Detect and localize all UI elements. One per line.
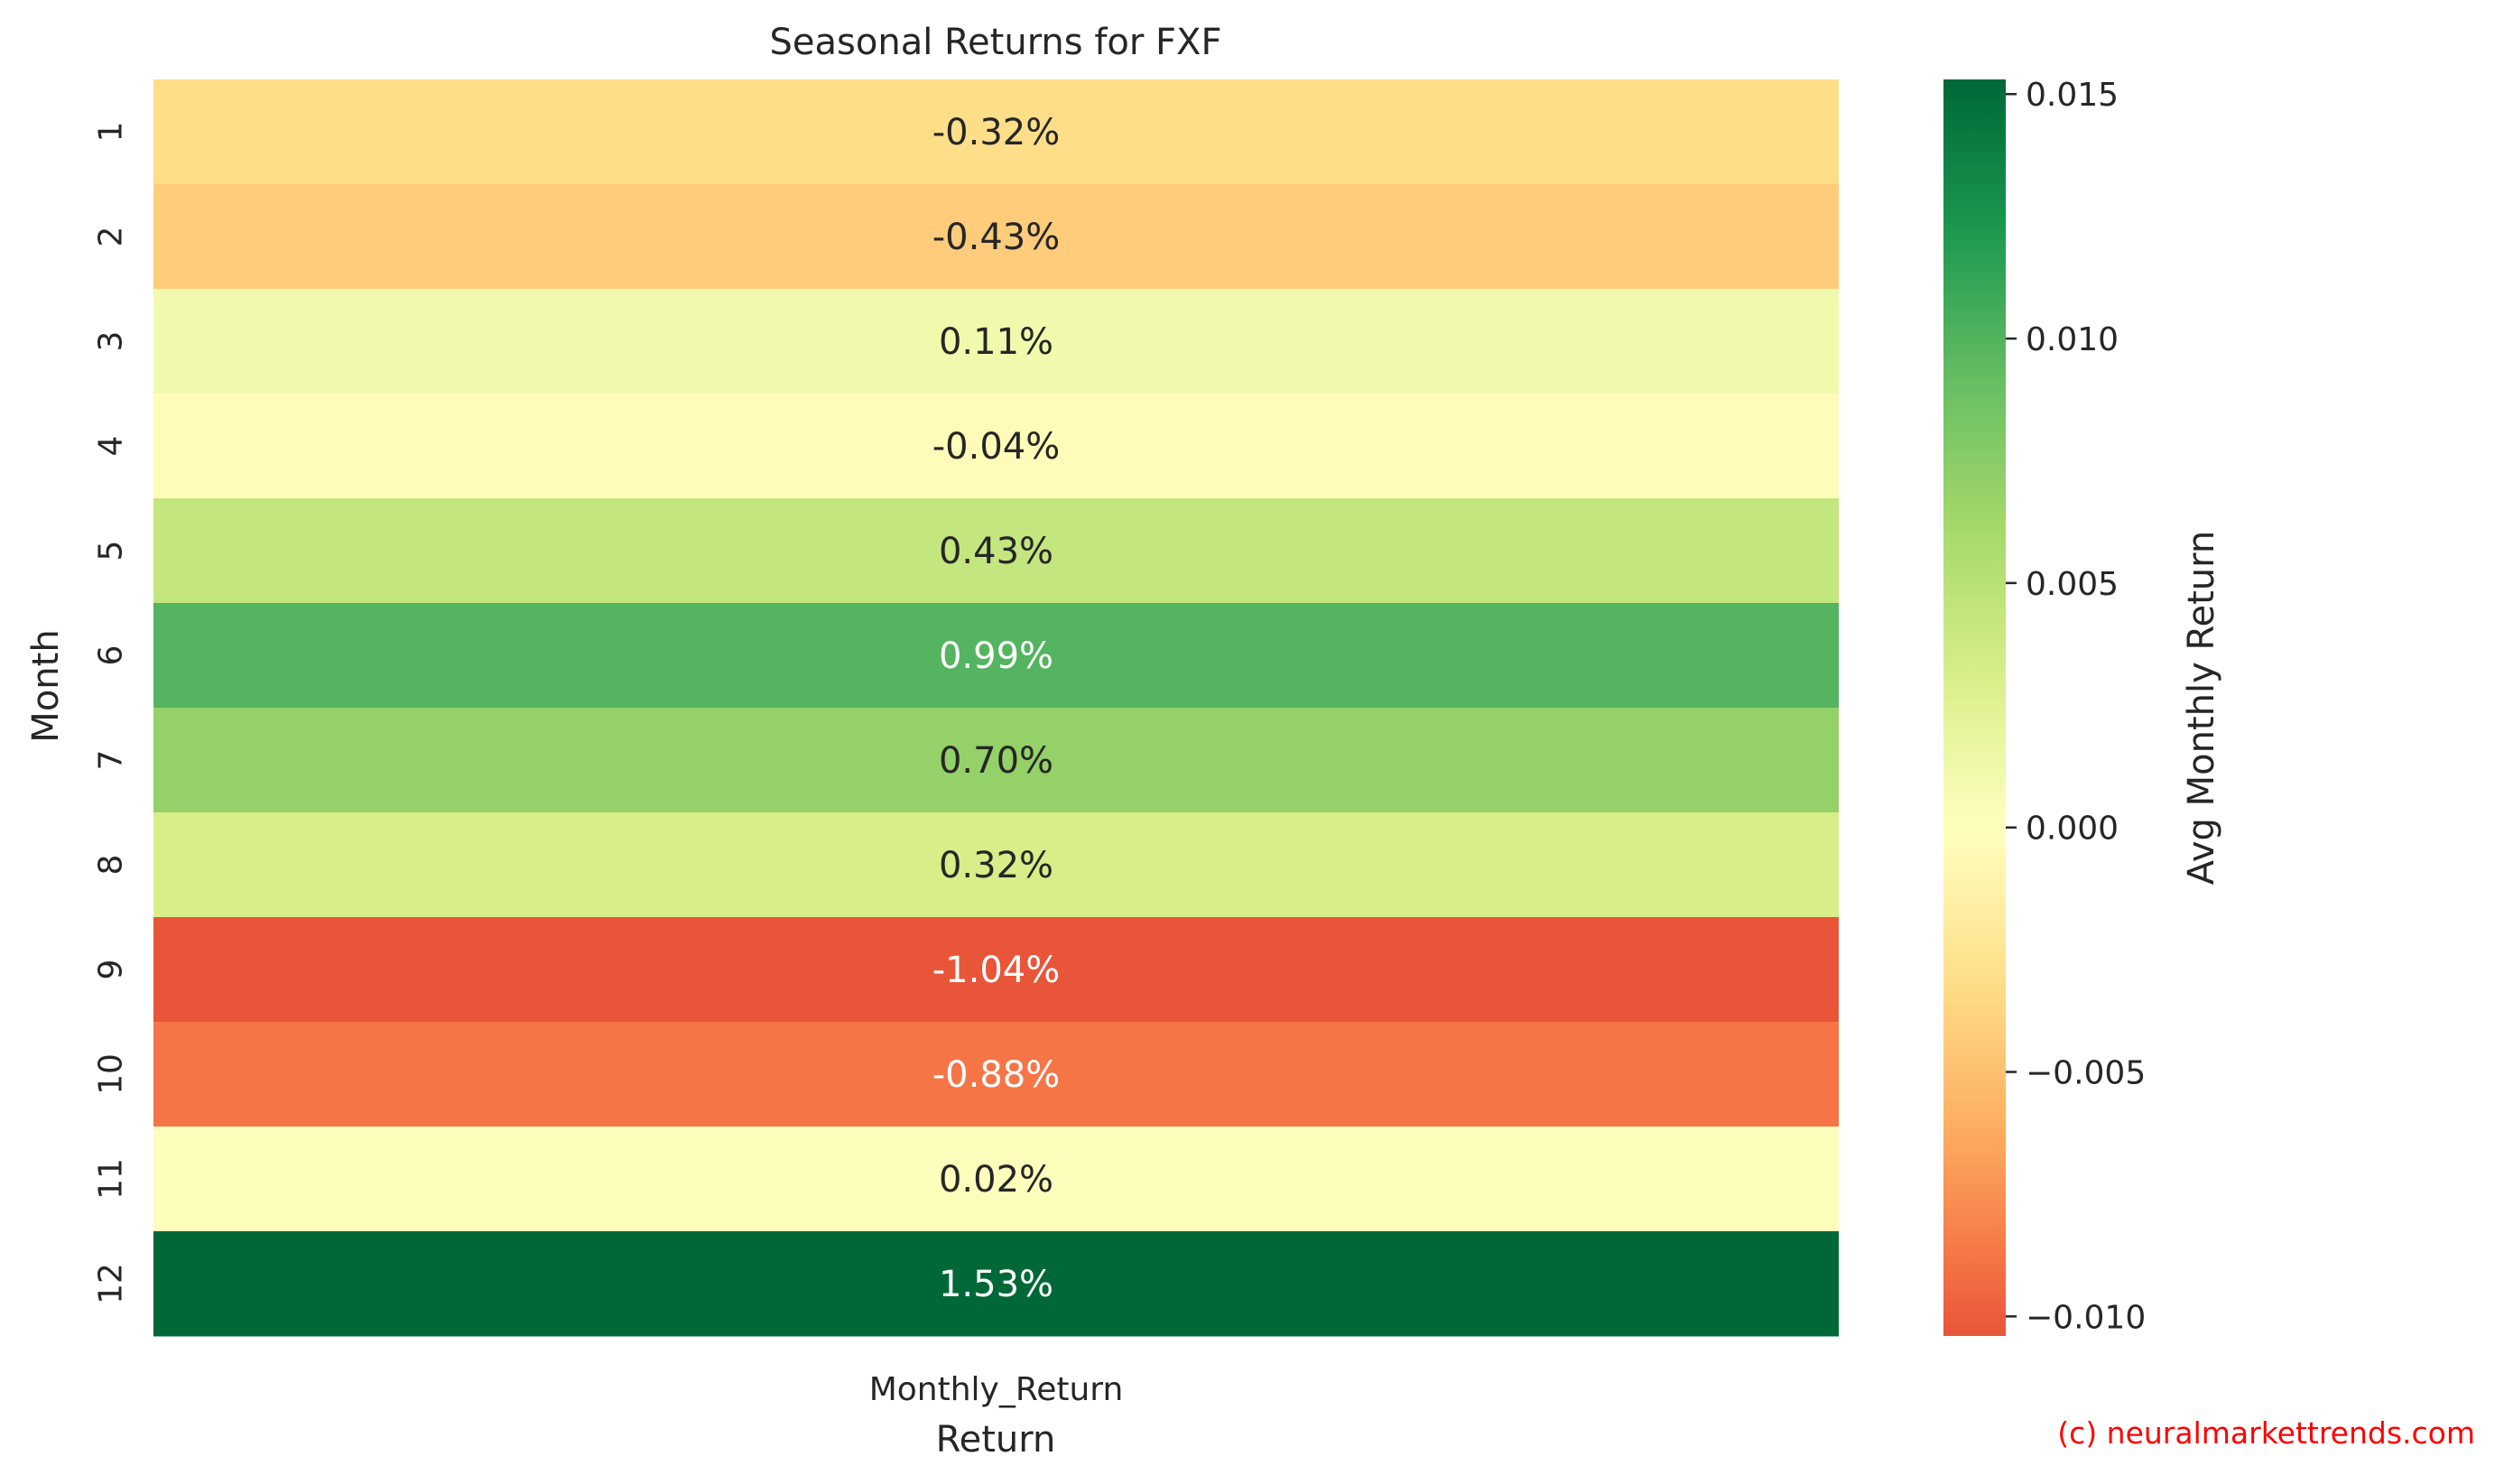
colorbar-tick-label: 0.000	[2026, 811, 2119, 848]
heatmap-cell	[153, 1022, 1839, 1127]
heatmap-cell	[153, 289, 1839, 394]
y-tick-label: 1	[93, 122, 130, 143]
y-tick-label: 12	[93, 1263, 130, 1304]
cell-annotation: -0.04%	[932, 426, 1061, 468]
y-tick-label: 7	[93, 750, 130, 771]
colorbar-tick-label: −0.010	[2026, 1299, 2146, 1336]
heatmap-cell	[153, 708, 1839, 813]
colorbar-ticks: 0.015 0.010 0.005 0.000 −0.005 −0.010	[2006, 77, 2146, 1336]
cell-annotation: 0.43%	[939, 531, 1053, 572]
cell-annotation: -0.32%	[932, 112, 1061, 153]
y-tick-label: 11	[93, 1158, 130, 1200]
cell-annotations: -0.32% -0.43% 0.11% -0.04% 0.43% 0.99% 0.70% 0.…	[932, 112, 1061, 1305]
cell-annotation: -1.04%	[932, 950, 1061, 991]
watermark-credit: (c) neuralmarkettrends.com	[2057, 1415, 2475, 1451]
heatmap-cell	[153, 1127, 1839, 1232]
colorbar-tick-label: 0.015	[2026, 77, 2119, 114]
heatmap-cell	[153, 812, 1839, 918]
y-axis-label: Month	[25, 629, 67, 742]
heatmap-cell	[153, 79, 1839, 185]
y-tick-label: 3	[93, 331, 130, 352]
chart-title: Seasonal Returns for FXF	[770, 22, 1222, 63]
heatmap-cells	[153, 79, 1839, 1337]
y-tick-label: 2	[93, 227, 130, 247]
x-tick-label: Monthly_Return	[869, 1371, 1124, 1408]
cell-annotation: -0.43%	[932, 217, 1061, 258]
x-tick-labels: Monthly_Return	[869, 1371, 1124, 1408]
heatmap-cell	[153, 394, 1839, 499]
colorbar-tick-label: 0.010	[2026, 321, 2119, 358]
cell-annotation: 0.70%	[939, 740, 1053, 782]
cell-annotation: -0.88%	[932, 1054, 1061, 1096]
heatmap-cell	[153, 184, 1839, 290]
heatmap-cell	[153, 1231, 1839, 1337]
y-tick-label: 8	[93, 855, 130, 876]
colorbar-label: Avg Monthly Return	[2181, 531, 2222, 885]
y-tick-label: 5	[93, 541, 130, 561]
heatmap-cell	[153, 917, 1839, 1023]
cell-annotation: 0.02%	[939, 1159, 1053, 1201]
y-tick-label: 4	[93, 436, 130, 457]
cell-annotation: 0.32%	[939, 845, 1053, 886]
x-axis-label: Return	[936, 1419, 1056, 1461]
y-tick-label: 10	[93, 1053, 130, 1095]
y-tick-label: 6	[93, 645, 130, 666]
y-tick-label: 9	[93, 960, 130, 980]
heatmap-cell	[153, 603, 1839, 709]
cell-annotation: 0.99%	[939, 635, 1053, 677]
cell-annotation: 0.11%	[939, 321, 1053, 363]
colorbar-tick-label: −0.005	[2026, 1055, 2146, 1092]
colorbar	[1943, 79, 2006, 1336]
heatmap-cell	[153, 498, 1839, 604]
cell-annotation: 1.53%	[939, 1264, 1053, 1305]
colorbar-tick-label: 0.005	[2026, 566, 2119, 603]
